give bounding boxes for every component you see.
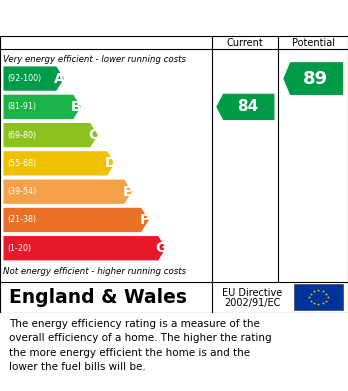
Text: 84: 84 xyxy=(237,99,258,114)
Text: England & Wales: England & Wales xyxy=(9,288,187,307)
Text: E: E xyxy=(122,185,132,199)
Text: 89: 89 xyxy=(303,70,328,88)
Text: EU Directive: EU Directive xyxy=(222,289,283,298)
Text: 2002/91/EC: 2002/91/EC xyxy=(224,298,280,308)
Text: Current: Current xyxy=(227,38,264,48)
Polygon shape xyxy=(3,123,98,147)
Text: Energy Efficiency Rating: Energy Efficiency Rating xyxy=(9,10,249,28)
Text: (55-68): (55-68) xyxy=(8,159,37,168)
Text: Potential: Potential xyxy=(292,38,335,48)
Polygon shape xyxy=(3,208,149,232)
Text: (39-54): (39-54) xyxy=(8,187,37,196)
Polygon shape xyxy=(3,236,166,260)
Text: Very energy efficient - lower running costs: Very energy efficient - lower running co… xyxy=(3,55,187,64)
Text: C: C xyxy=(88,128,98,142)
Text: (92-100): (92-100) xyxy=(8,74,42,83)
Text: (21-38): (21-38) xyxy=(8,215,37,224)
Polygon shape xyxy=(3,179,132,204)
Text: The energy efficiency rating is a measure of the
overall efficiency of a home. T: The energy efficiency rating is a measur… xyxy=(9,319,271,372)
Text: B: B xyxy=(71,100,82,114)
Text: A: A xyxy=(54,72,65,86)
Polygon shape xyxy=(3,95,81,119)
Text: (1-20): (1-20) xyxy=(8,244,32,253)
Polygon shape xyxy=(3,151,115,176)
Text: G: G xyxy=(156,241,167,255)
Text: F: F xyxy=(140,213,149,227)
Bar xyxy=(294,284,343,310)
Polygon shape xyxy=(3,66,64,91)
Text: (81-91): (81-91) xyxy=(8,102,37,111)
Text: Not energy efficient - higher running costs: Not energy efficient - higher running co… xyxy=(3,267,187,276)
Polygon shape xyxy=(216,94,275,120)
Polygon shape xyxy=(283,62,343,95)
Text: D: D xyxy=(105,156,116,170)
Text: (69-80): (69-80) xyxy=(8,131,37,140)
